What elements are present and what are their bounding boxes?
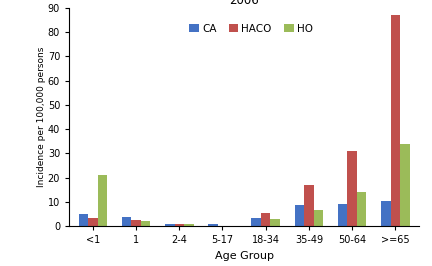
Bar bbox=[314, 210, 323, 226]
Bar bbox=[131, 220, 141, 226]
Bar bbox=[165, 224, 175, 226]
Bar bbox=[122, 217, 131, 226]
Bar bbox=[251, 218, 261, 226]
Bar bbox=[88, 218, 98, 226]
Bar bbox=[391, 15, 400, 226]
Bar bbox=[347, 151, 357, 226]
Bar bbox=[357, 192, 366, 226]
Bar bbox=[261, 213, 270, 226]
Bar bbox=[304, 185, 314, 226]
X-axis label: Age Group: Age Group bbox=[215, 251, 273, 261]
Bar bbox=[141, 221, 150, 226]
Bar bbox=[338, 204, 347, 226]
Bar bbox=[184, 224, 194, 226]
Bar bbox=[270, 219, 280, 226]
Title: Incidence of Invasive MRSA, by
Epidemiological Class and Age Group
2006: Incidence of Invasive MRSA, by Epidemiol… bbox=[134, 0, 354, 7]
Bar bbox=[208, 224, 218, 226]
Bar bbox=[381, 201, 391, 226]
Bar bbox=[98, 175, 107, 226]
Bar bbox=[400, 144, 410, 226]
Bar bbox=[175, 224, 184, 226]
Legend: CA, HACO, HO: CA, HACO, HO bbox=[189, 24, 313, 34]
Bar bbox=[295, 206, 304, 226]
Y-axis label: Incidence per 100,000 persons: Incidence per 100,000 persons bbox=[37, 47, 46, 187]
Bar bbox=[79, 214, 88, 226]
